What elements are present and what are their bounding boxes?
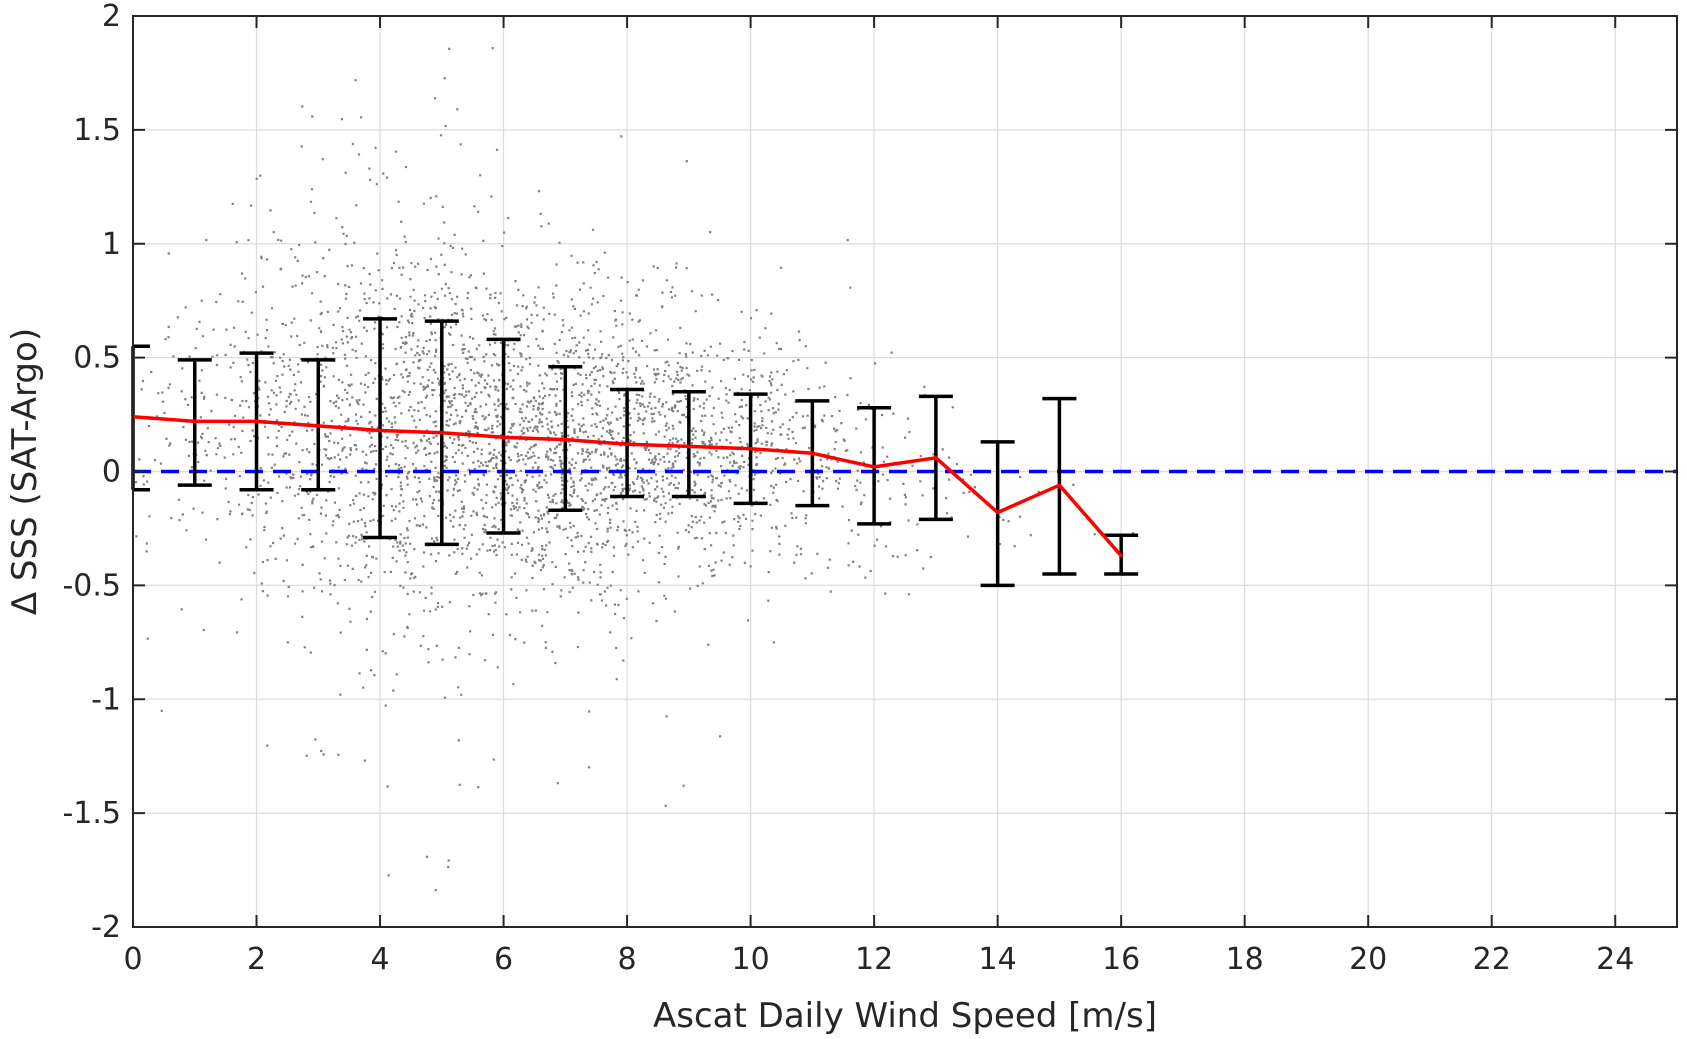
- scatter-point-cloud: [134, 47, 1135, 892]
- y-tick-label: 1.5: [73, 113, 121, 148]
- y-tick-label: 0.5: [73, 341, 121, 376]
- x-tick-label: 6: [494, 942, 513, 977]
- y-tick-label: -0.5: [62, 568, 121, 603]
- x-tick-label: 14: [979, 942, 1017, 977]
- x-axis-label: Ascat Daily Wind Speed [m/s]: [653, 996, 1157, 1036]
- x-tick-label: 8: [618, 942, 637, 977]
- x-tick-label: 2: [247, 942, 266, 977]
- mean-line-point: [872, 465, 876, 469]
- y-tick-label: 2: [102, 0, 121, 34]
- x-tick-label: 4: [370, 942, 389, 977]
- mean-line-point: [996, 510, 1000, 515]
- x-tick-label: 16: [1102, 942, 1140, 977]
- mean-line-point: [934, 456, 938, 460]
- y-tick-label: -1.5: [62, 796, 121, 831]
- x-tick-label: 0: [123, 942, 142, 977]
- mean-line-point: [749, 447, 753, 451]
- y-tick-label: -2: [91, 910, 121, 945]
- tick-labels: 0 2 4 6 8 10 12 14 16 18 20 22 2421.510.50-0.5-1-1.5…: [62, 0, 1634, 977]
- mean-line-point: [687, 444, 691, 449]
- mean-line-point: [1119, 554, 1123, 558]
- mean-line-point: [254, 419, 259, 423]
- mean-line-point: [440, 431, 444, 435]
- x-tick-label: 10: [732, 942, 770, 977]
- mean-line: [131, 415, 1123, 558]
- mean-line-point: [563, 438, 567, 442]
- x-tick-label: 20: [1349, 942, 1387, 977]
- mean-line-point: [625, 442, 629, 446]
- y-tick-label: 1: [102, 227, 121, 262]
- y-tick-label: -1: [91, 682, 121, 717]
- x-tick-label: 12: [855, 942, 893, 977]
- mean-line-point: [501, 435, 506, 439]
- mean-line-point: [378, 428, 382, 433]
- mean-line-point: [810, 451, 814, 455]
- y-axis-label: Δ SSS (SAT-Argo): [5, 328, 45, 615]
- error-bars: [131, 317, 1139, 588]
- x-tick-label: 18: [1226, 942, 1264, 977]
- mean-line-point: [193, 419, 197, 423]
- x-tick-label: 24: [1596, 942, 1634, 977]
- mean-line-point: [316, 424, 320, 428]
- x-tick-label: 22: [1473, 942, 1511, 977]
- y-tick-label: 0: [102, 455, 121, 490]
- mean-line-point: [1057, 483, 1061, 487]
- scatter-points: [134, 47, 1135, 892]
- axis-ticks: [132, 15, 1677, 928]
